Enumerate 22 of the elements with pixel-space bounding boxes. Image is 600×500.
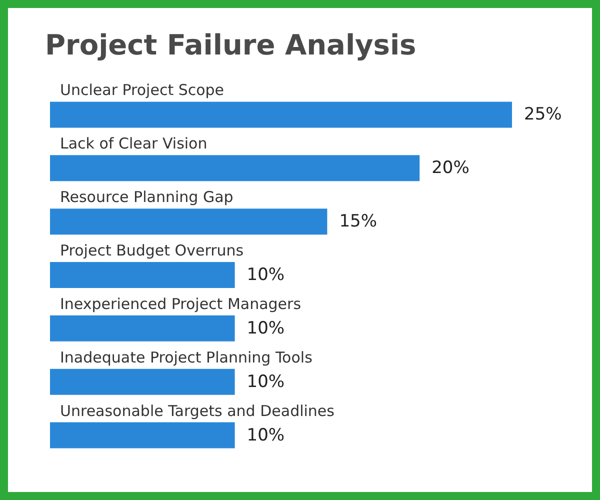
data-label: 10% <box>246 425 285 446</box>
y-tick-label: Project Budget Overruns <box>60 242 244 260</box>
data-label: 20% <box>432 158 470 178</box>
bar <box>50 208 328 235</box>
data-label: 15% <box>339 212 377 232</box>
data-label: 25% <box>524 104 562 125</box>
bar <box>50 102 512 128</box>
y-tick-label: Unreasonable Targets and Deadlines <box>60 402 335 420</box>
y-tick-label: Inadequate Project Planning Tools <box>60 348 313 366</box>
bar <box>50 368 235 395</box>
chart-title: Project Failure Analysis <box>45 28 416 62</box>
data-label: 10% <box>246 318 285 338</box>
bar <box>50 315 235 342</box>
data-label: 10% <box>246 265 285 285</box>
bar <box>50 262 235 288</box>
data-label: 10% <box>246 372 285 392</box>
bar <box>50 155 420 182</box>
y-tick-label: Inexperienced Project Managers <box>60 294 302 313</box>
bar <box>50 422 235 448</box>
y-tick-label: Unclear Project Scope <box>60 81 224 100</box>
y-tick-label: Lack of Clear Vision <box>60 134 208 153</box>
y-tick-label: Resource Planning Gap <box>60 188 234 206</box>
